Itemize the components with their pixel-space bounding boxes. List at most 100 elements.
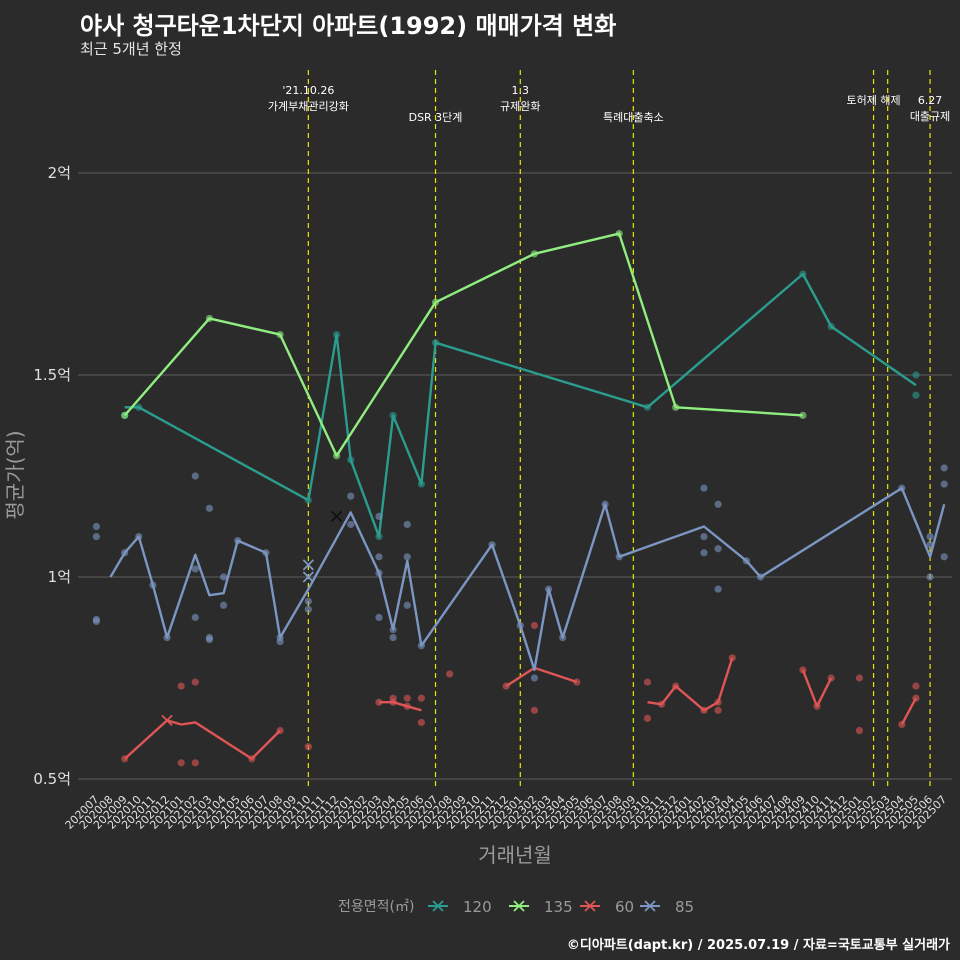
series-line [647,657,734,712]
data-point [714,706,722,714]
data-point [912,391,920,399]
x-marker [302,559,314,571]
data-point [446,670,454,678]
x-marker [644,900,656,912]
data-point [177,682,185,690]
series-line [801,669,833,708]
data-point [403,520,411,529]
event-annotation: 1.3 [512,84,530,97]
data-point [417,694,425,702]
event-annotation: 6.27 [918,94,943,107]
data-point [530,706,539,714]
source-caption: ©디아파트(dapt.kr) / 2025.07.19 / 자료=국토교통부 실… [566,938,950,953]
legend-label: 135 [544,898,573,916]
data-point [714,585,722,593]
data-point [714,545,722,553]
series-line [900,697,917,726]
data-point [403,694,411,702]
data-point [92,617,100,626]
y-tick-label: 2억 [48,164,71,182]
data-point [375,512,383,521]
data-point [304,743,312,751]
data-point [403,601,411,609]
data-point [912,371,920,379]
data-point [530,621,539,630]
data-point [855,674,864,682]
series-60 [121,621,920,767]
series-135 [121,230,807,460]
event-annotation: DSR 3단계 [409,111,463,124]
event-annotation: 특례대출축소 [603,111,664,124]
data-point [417,718,425,727]
series-line [505,666,578,688]
data-point [643,714,652,723]
data-point [940,553,948,561]
data-point [714,500,722,508]
data-point [389,694,397,702]
data-point [177,759,185,767]
data-point [940,464,948,472]
chart-title: 야사 청구타운1차단지 아파트(1992) 매매가격 변화 [80,12,617,40]
y-tick-label: 1.5억 [33,366,71,384]
legend-label: 60 [615,898,634,916]
data-point [700,484,708,492]
data-point [219,573,228,581]
legend-label: 120 [463,898,492,916]
x-marker [302,571,314,583]
data-point [926,533,934,541]
data-point [304,597,312,605]
data-point [530,674,539,682]
data-point [389,634,397,642]
x-marker [330,510,343,523]
data-point [855,726,864,735]
data-point [643,678,652,686]
y-axis-title: 평균가(억) [3,430,27,519]
x-marker [513,900,525,912]
data-point [700,549,708,557]
data-point [92,522,100,531]
event-annotation: 가계부채관리강화 [268,100,349,113]
data-point [276,638,284,646]
series-line [379,701,422,712]
legend-label: 85 [675,898,694,916]
data-point [191,613,199,622]
series-line [109,486,946,672]
data-point [205,636,214,644]
data-point [347,492,355,500]
y-tick-label: 1억 [48,568,71,586]
data-point [940,480,948,488]
series-layer [92,230,948,767]
x-marker [432,900,444,912]
data-point [912,682,920,690]
data-point [191,565,199,573]
data-point [205,504,214,512]
data-point [191,678,199,686]
data-point [926,573,934,581]
legend-title: 전용면적(㎡) [338,899,414,915]
event-annotation: 규제완화 [500,100,540,113]
legend: 전용면적(㎡) 120 135 60 85 [338,898,694,916]
series-line [123,719,281,760]
data-point [347,520,355,529]
data-point [700,533,708,541]
x-marker [584,900,596,912]
data-point [219,601,228,609]
event-annotation: 대출규제 [910,110,950,123]
data-point [403,553,411,561]
data-point [375,553,383,561]
series-line [124,272,917,538]
data-point [304,605,312,613]
data-point [375,613,383,622]
event-annotation: 토허제 해제 [846,93,900,107]
data-point [191,472,199,480]
x-axis-title: 거래년월 [478,843,552,867]
data-point [92,533,100,541]
x-tick-labels: 2020072020082020092020102020112020122021… [63,793,950,832]
data-point [191,759,199,767]
y-tick-labels: 0.5억 1억 1.5억 2억 [33,164,71,788]
series-line [123,232,803,457]
y-tick-label: 0.5억 [33,770,71,788]
event-annotation: '21.10.26 [282,84,334,97]
